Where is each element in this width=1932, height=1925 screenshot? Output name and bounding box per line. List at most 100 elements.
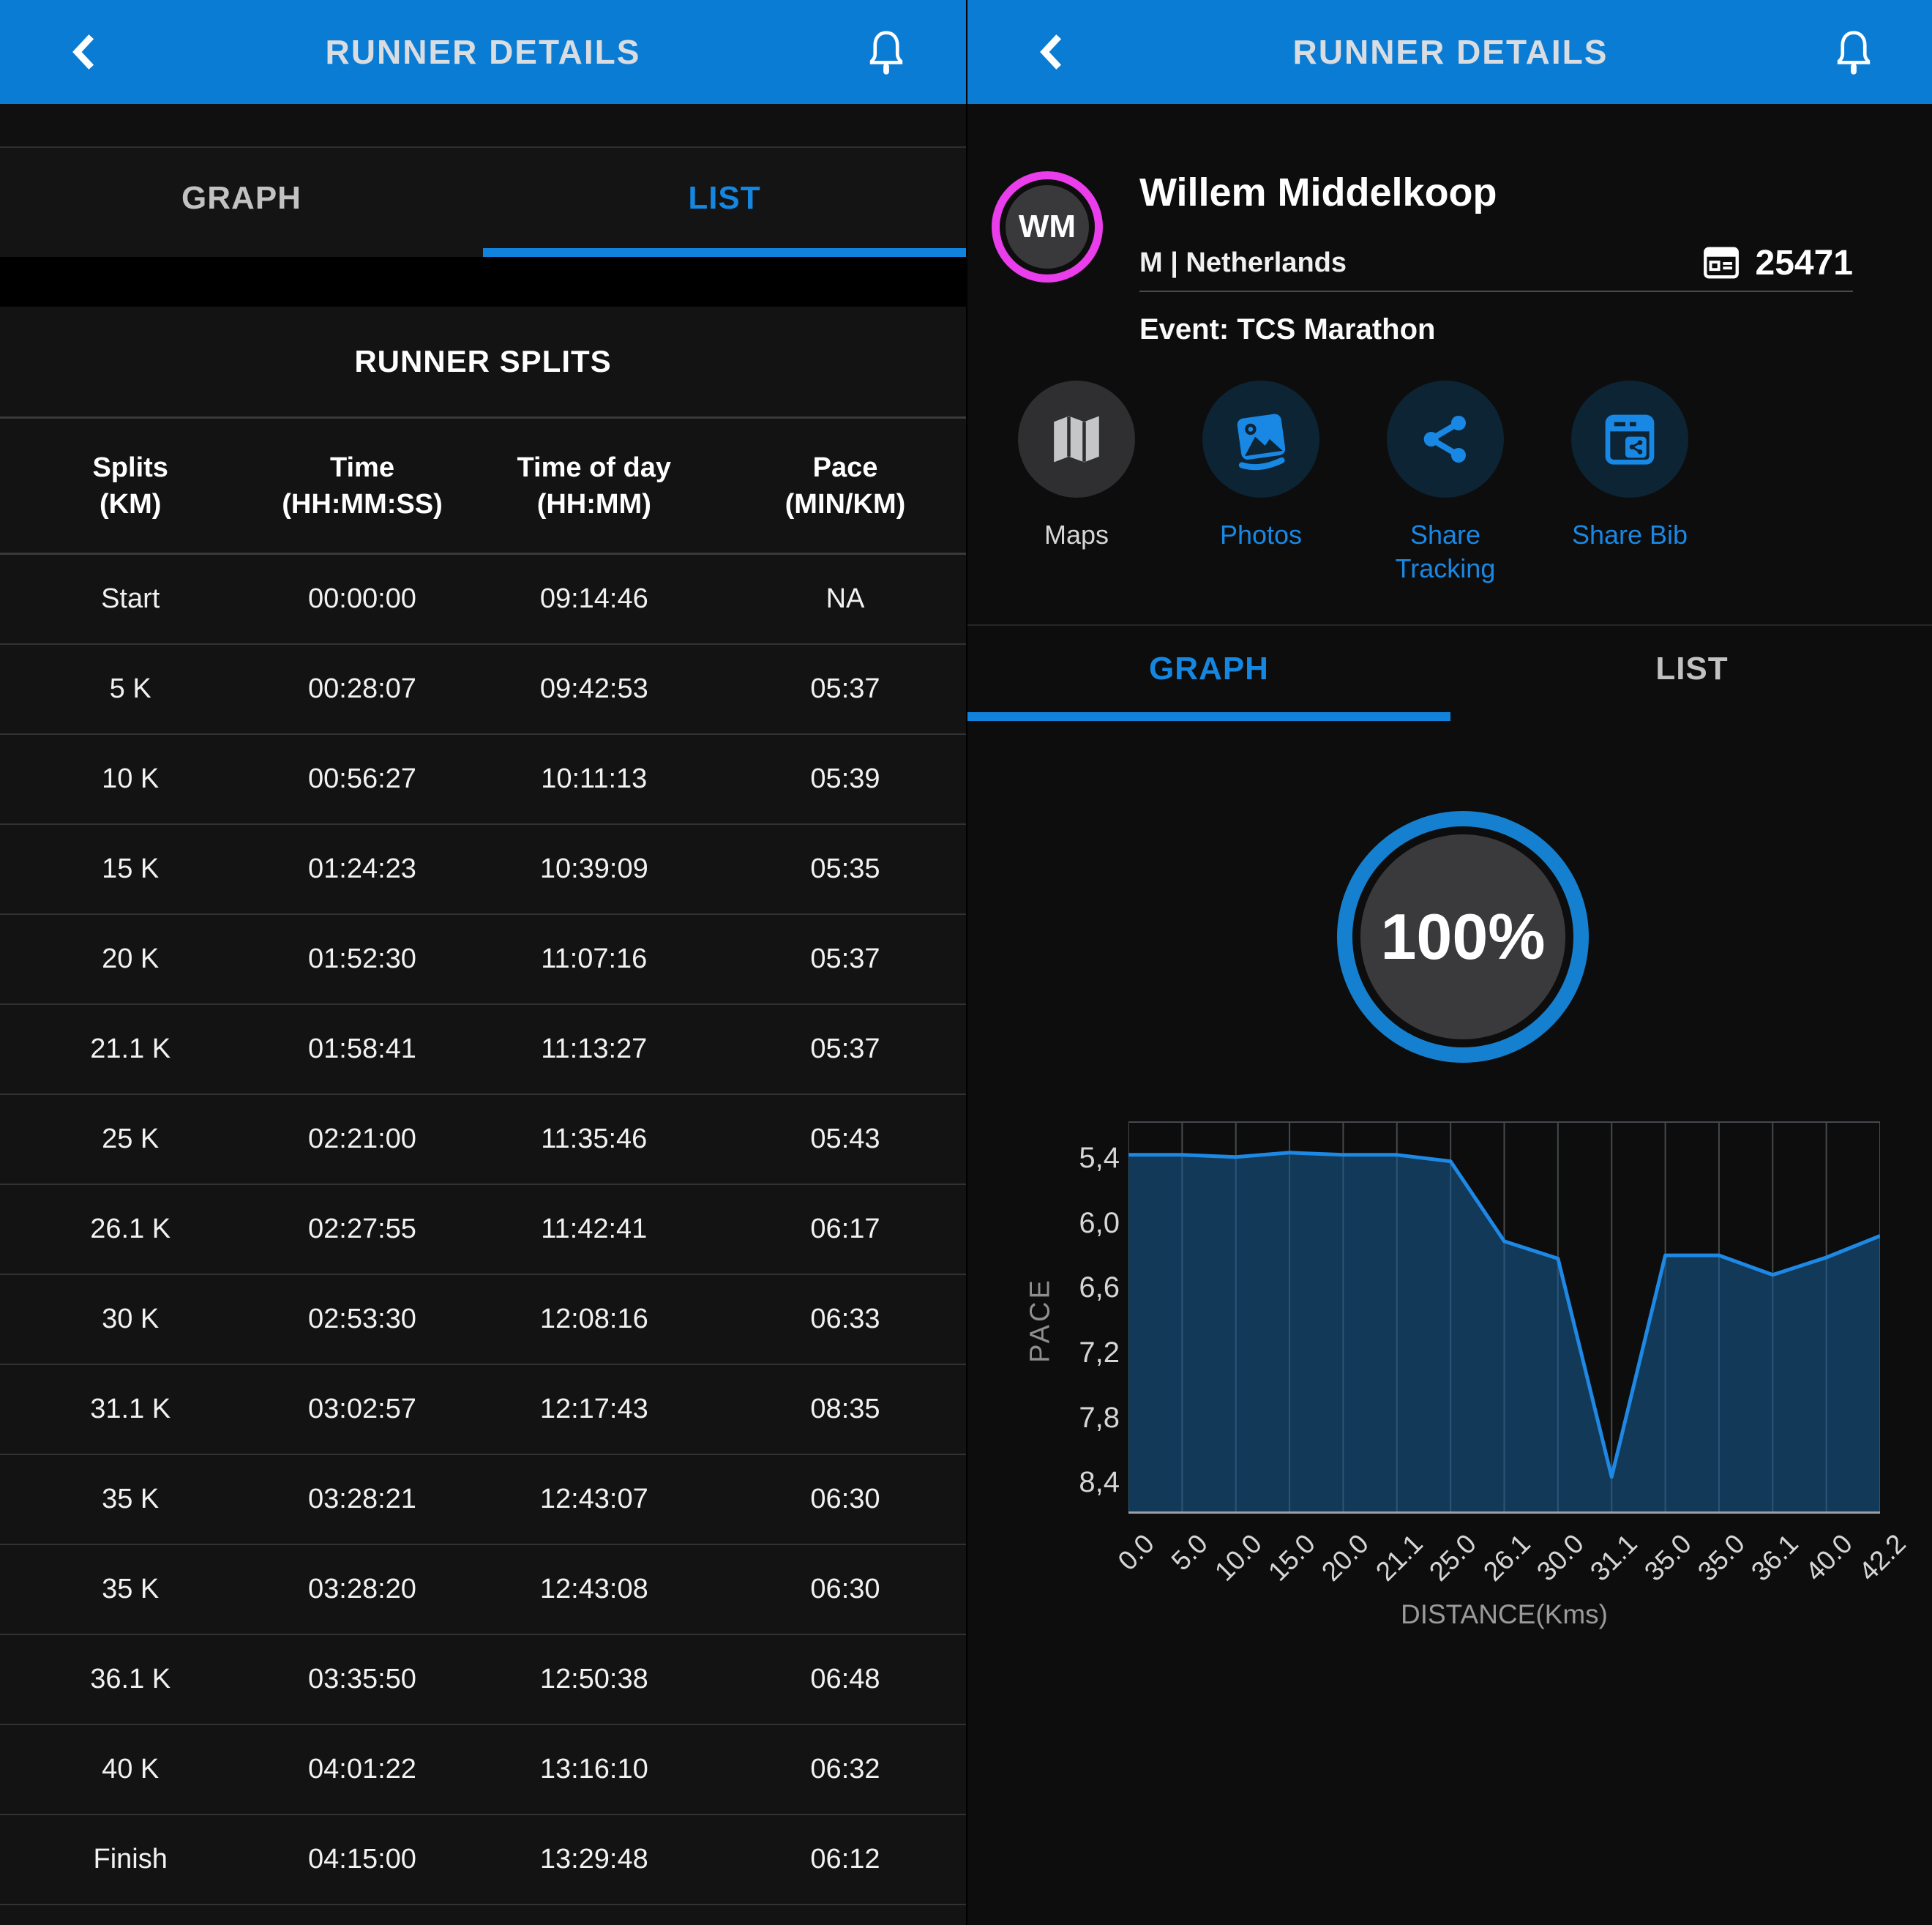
splits-table-cell: 10:11:13 [541,763,648,794]
splits-table-row: 20 K 01:52:30 11:07:16 05:37 [0,915,966,1005]
splits-table-cell: 13:29:48 [539,1844,648,1874]
splits-table-body: Start 00:00:00 09:14:46 NA 5 K 00:28:07 09:42:… [0,555,966,1905]
splits-table-cell: 26.1 K [90,1214,171,1244]
splits-table-row: 10 K 00:56:27 10:11:13 05:39 [0,735,966,825]
pace-chart: PACE 5,4 6,0 6,6 7,2 7,8 8,4 0.0 5.0 10.0 15.0 20… [967,0,1932,1925]
splits-table-cell: 04:15:00 [308,1844,416,1874]
photos-button[interactable]: Photos [1169,381,1353,600]
splits-table-cell: 35 K [102,1484,160,1514]
splits-table-cell: 11:07:16 [541,943,648,974]
share-tracking-button[interactable]: Share Tracking [1353,381,1538,600]
splits-table-cell: 05:37 [810,673,880,704]
splits-table-cell: 25 K [102,1124,160,1154]
pace-area-fill [1128,1152,1880,1514]
y-tick-label: 8,4 [1079,1466,1120,1499]
tab-graph[interactable]: GRAPH [181,179,302,216]
splits-table-cell: 12:17:43 [539,1394,648,1424]
runner-gender-country: M | Netherlands [1139,247,1347,278]
splits-table-cell: 02:27:55 [308,1214,416,1244]
splits-table-cell: 12:08:16 [539,1304,648,1334]
splits-table-row: 40 K 04:01:22 13:16:10 06:32 [0,1725,966,1815]
left-tab-bar: GRAPH LIST [0,148,966,257]
photos-button-circle [1202,381,1319,498]
y-tick-label: 7,8 [1079,1401,1120,1434]
splits-table-cell: 20 K [102,943,160,974]
tab-list[interactable]: LIST [1655,651,1729,687]
tab-list[interactable]: LIST [688,179,761,216]
action-buttons-row: Maps Phot [984,381,1723,600]
maps-button[interactable]: Maps [984,381,1169,600]
splits-table-cell: 00:56:27 [308,763,416,794]
x-axis-title: DISTANCE(Kms) [1401,1599,1608,1629]
left-screen-list-view: RUNNER DETAILS GRAPH LIST RUNNER SPLITS … [0,0,966,1925]
profile-divider [1139,291,1853,292]
share-tracking-button-circle [1387,381,1504,498]
tab-graph[interactable]: GRAPH [1149,651,1269,687]
splits-table-cell: 05:37 [810,1033,880,1064]
share-tracking-label: Share Tracking [1395,520,1496,583]
splits-table-cell: 05:35 [810,853,880,884]
splits-table-cell: 11:42:41 [541,1214,648,1244]
splits-table-cell: 21.1 K [90,1033,171,1064]
back-button[interactable] [1029,28,1076,76]
splits-table-cell: 06:48 [810,1664,880,1694]
completion-percentage: 100% [1360,834,1565,1039]
app-header: RUNNER DETAILS [967,0,1932,104]
page-title: RUNNER DETAILS [1292,33,1609,71]
splits-table-cell: 03:28:20 [308,1574,416,1604]
splits-table-cell: 40 K [102,1754,160,1784]
map-icon [1054,416,1099,463]
back-button[interactable] [61,28,108,76]
splits-table-row: 15 K 01:24:23 10:39:09 05:35 [0,825,966,915]
splits-table-row: 30 K 02:53:30 12:08:16 06:33 [0,1275,966,1365]
splits-table-cell: 36.1 K [90,1664,171,1694]
share-bib-label: Share Bib [1571,520,1688,550]
photos-icon [1237,414,1286,471]
right-screen-graph-view: RUNNER DETAILS WM Willem Middelkoop M | … [966,0,1932,1925]
back-chevron-icon [72,34,94,70]
active-tab-underline [967,712,1450,721]
pace-line [1128,1151,1880,1479]
maps-button-circle [1018,381,1135,498]
splits-table-cell: 08:35 [810,1394,880,1424]
splits-table-cell: 31.1 K [90,1394,171,1424]
splits-table-row: 25 K 02:21:00 11:35:46 05:43 [0,1095,966,1185]
splits-table-cell: 02:21:00 [308,1124,416,1154]
splits-table-cell: 09:14:46 [539,583,648,614]
splits-table-cell: 06:32 [810,1754,880,1784]
splits-table-cell: 06:17 [810,1214,880,1244]
splits-table-cell: 10 K [102,763,160,794]
runner-splits-section: RUNNER SPLITS Splits (KM) Time (HH:MM:SS) Ti… [0,307,966,1925]
bib-number-group: 25471 [1700,242,1853,284]
y-tick-label: 6,6 [1079,1271,1120,1304]
share-bib-icon [1605,414,1655,465]
splits-table-row: 35 K 03:28:21 12:43:07 06:30 [0,1455,966,1545]
notifications-button[interactable] [1828,25,1879,79]
maps-label: Maps [1044,520,1109,550]
splits-table-cell: 05:39 [810,763,880,794]
splits-table-cell: 00:00:00 [308,583,416,614]
splits-table-cell: 15 K [102,853,160,884]
share-bib-button[interactable]: Share Bib [1538,381,1722,600]
splits-table-cell: 30 K [102,1304,160,1334]
bell-icon [1837,31,1871,75]
notifications-button[interactable] [861,25,912,79]
bib-card-icon [1703,247,1739,279]
splits-table-cell: 01:52:30 [308,943,416,974]
splits-table-row: 26.1 K 02:27:55 11:42:41 06:17 [0,1185,966,1275]
splits-table-cell: 01:24:23 [308,853,416,884]
runner-event: Event: TCS Marathon [1139,313,1436,345]
splits-table-cell: 12:50:38 [539,1664,648,1694]
splits-table-cell: 13:16:10 [539,1754,648,1784]
splits-table-cell: 10:39:09 [539,853,648,884]
splits-table-row: Finish 04:15:00 13:29:48 06:12 [0,1815,966,1905]
completion-progress-ring: 100% [1337,811,1589,1063]
splits-table-cell: 11:13:27 [541,1033,648,1064]
splits-table-row: 5 K 00:28:07 09:42:53 05:37 [0,645,966,735]
page-title: RUNNER DETAILS [325,33,641,71]
header-substrip [0,104,966,148]
avatar-initials: WM [1006,185,1089,269]
y-tick-label: 6,0 [1079,1206,1120,1239]
splits-table-cell: 05:37 [810,943,880,974]
share-icon [1423,416,1466,463]
